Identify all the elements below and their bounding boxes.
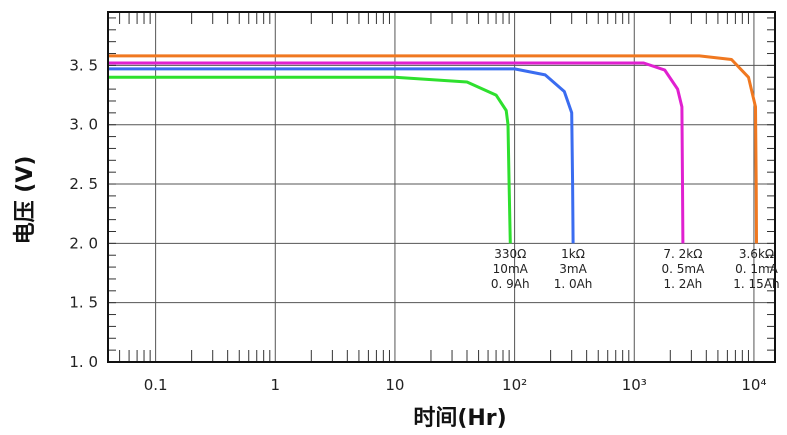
x-tick-label-4: 10³ [622,376,647,394]
plot-frame [107,11,776,363]
x-tick-label-3: 10² [502,376,527,394]
y-axis-title: 电压 (V) [13,156,38,245]
annotation-3-0: 3.6kΩ [739,247,774,261]
annotation-0-2: 0. 9Ah [491,277,530,291]
series-line-2 [108,61,685,244]
y-tick-labels: 1. 0 1. 5 2. 0 2. 5 3. 0 3. 5 [69,56,98,371]
y-tick-label-4: 3. 0 [69,116,98,134]
annotation-2-2: 1. 2Ah [664,277,703,291]
y-tick-label-2: 2. 0 [69,234,98,252]
annotation-0-1: 10mA [493,262,529,276]
annotation-1-2: 1. 0Ah [554,277,593,291]
series-line-0 [108,75,512,244]
plot-border [107,11,776,363]
x-tick-label-1: 1 [271,376,281,394]
series-line-1 [108,67,575,244]
series-layer [108,54,758,244]
annotation-2-1: 0. 5mA [662,262,706,276]
annotation-3-1: 0. 1mA [735,262,779,276]
x-tick-label-5: 10⁴ [741,376,766,394]
x-tick-label-0: 0.1 [144,376,168,394]
x-tick-labels: 0.1 1 10 10² 10³ 10⁴ [144,376,767,394]
annotation-1-1: 3mA [559,262,587,276]
y-tick-label-5: 3. 5 [69,56,98,74]
annotation-0-0: 330Ω [494,247,526,261]
series-line-3 [108,54,758,244]
x-axis-title: 时间(Hr) [413,406,506,431]
x-tick-label-2: 10 [385,376,404,394]
annotation-3-2: 1. 15Ah [733,277,779,291]
y-tick-label-1: 1. 5 [69,294,98,312]
y-tick-label-0: 1. 0 [69,353,98,371]
y-tick-label-3: 2. 5 [69,175,98,193]
annotation-1-0: 1kΩ [561,247,585,261]
annotation-2-0: 7. 2kΩ [663,247,702,261]
